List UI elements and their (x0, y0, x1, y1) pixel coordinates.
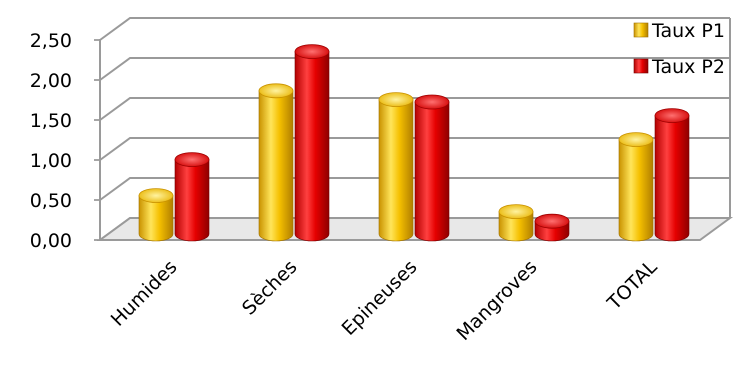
y-tick-label: 1,50 (30, 110, 72, 132)
bar-p1 (498, 204, 534, 242)
bar-p2 (414, 94, 450, 242)
grid-lines (94, 17, 731, 241)
y-axis-tick-labels: 0,00 0,50 1,00 1,50 2,00 2,50 (30, 30, 72, 252)
y-tick-label: 0,00 (30, 230, 72, 252)
legend-swatch (633, 22, 649, 38)
grid-line (99, 177, 730, 201)
bar-p1 (138, 188, 174, 242)
x-tick-label: Sèches (238, 256, 302, 320)
bar-p2 (174, 152, 210, 242)
grid-line (99, 17, 730, 41)
legend-swatch (633, 58, 649, 74)
grid-line (99, 137, 730, 161)
legend: Taux P1 Taux P2 (633, 20, 725, 78)
x-axis-tick-labels: Humides Sèches Epineuses Mangroves TOTAL (107, 256, 662, 345)
y-tick-label: 0,50 (30, 190, 72, 212)
bar-p1 (618, 132, 654, 242)
bar-p2 (294, 44, 330, 242)
bar-p1 (378, 92, 414, 242)
x-tick-label: Mangroves (452, 256, 541, 345)
x-tick-label: Humides (107, 256, 182, 331)
bar-p2 (654, 108, 690, 242)
legend-label: Taux P2 (651, 56, 725, 78)
x-tick-label: TOTAL (603, 256, 662, 315)
grid-line (99, 57, 730, 81)
bar-p2 (534, 213, 570, 242)
y-tick-label: 2,00 (30, 70, 72, 92)
bars (138, 44, 690, 242)
bar-p1 (258, 83, 294, 242)
y-tick-label: 1,00 (30, 150, 72, 172)
legend-label: Taux P1 (651, 20, 725, 42)
x-tick-label: Epineuses (338, 256, 422, 340)
y-tick-label: 2,50 (30, 30, 72, 52)
grid-line (99, 97, 730, 121)
